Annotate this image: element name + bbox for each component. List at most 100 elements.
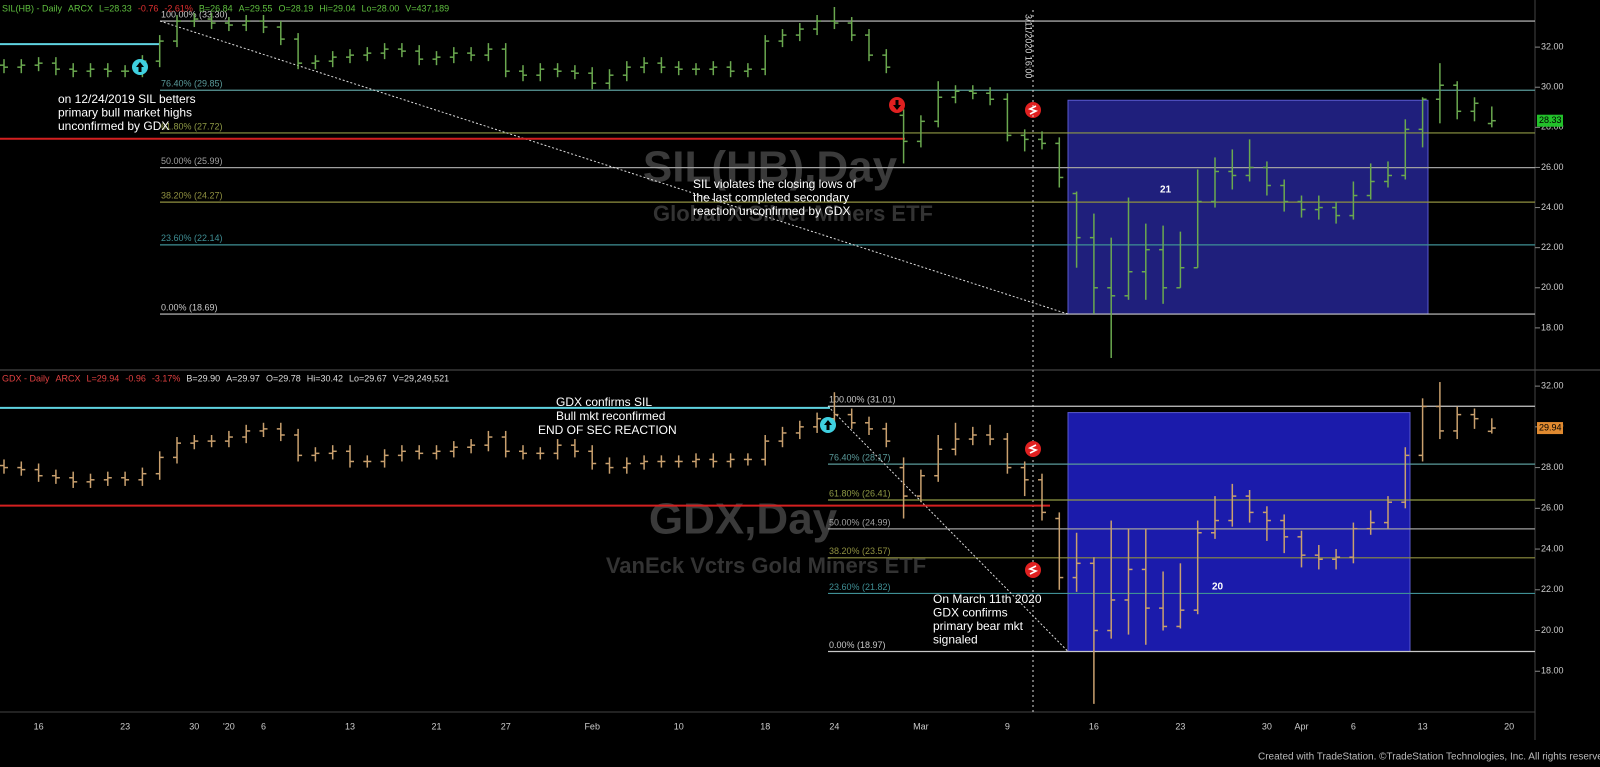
fib-label: 23.60% (21.82) bbox=[829, 582, 891, 592]
fib-label: 61.80% (26.41) bbox=[829, 488, 891, 498]
trend-line bbox=[827, 405, 1069, 652]
last-price-label: 28.33 bbox=[1539, 115, 1562, 125]
fib-label: 100.00% (31.01) bbox=[829, 395, 896, 405]
x-tick-label: Mar bbox=[913, 721, 929, 731]
header-item: -0.96 bbox=[125, 373, 146, 383]
x-tick-label: 30 bbox=[1262, 721, 1272, 731]
fib-label: 50.00% (24.99) bbox=[829, 517, 891, 527]
header-item: V=437,189 bbox=[405, 3, 449, 13]
cursor-label: 3/11/2020 16:00 bbox=[1024, 14, 1034, 78]
marker-arrow bbox=[136, 62, 144, 72]
y-tick-label: 32.00 bbox=[1541, 41, 1564, 51]
y-tick-label: 26.00 bbox=[1541, 503, 1564, 513]
x-tick-label: 13 bbox=[1418, 721, 1428, 731]
x-tick-label: 27 bbox=[501, 721, 511, 731]
fib-label: 61.80% (27.72) bbox=[161, 121, 223, 131]
x-tick-label: 13 bbox=[345, 721, 355, 731]
header-item: Lo=29.67 bbox=[349, 373, 387, 383]
annotation: reaction unconfirmed by GDX bbox=[693, 204, 850, 218]
fib-label: 76.40% (28.17) bbox=[829, 452, 891, 462]
x-tick-label: 21 bbox=[431, 721, 441, 731]
y-tick-label: 22.00 bbox=[1541, 242, 1564, 252]
header-item: A=29.97 bbox=[226, 373, 260, 383]
header-item: B=29.90 bbox=[186, 373, 220, 383]
last-price-label: 29.94 bbox=[1539, 422, 1562, 432]
x-tick-label: 23 bbox=[120, 721, 130, 731]
header-item: V=29,249,521 bbox=[393, 373, 449, 383]
marker-arrow bbox=[824, 420, 832, 430]
annotation: END OF SEC REACTION bbox=[538, 423, 677, 437]
header-item: O=29.78 bbox=[266, 373, 301, 383]
y-tick-label: 24.00 bbox=[1541, 202, 1564, 212]
x-tick-label: 20 bbox=[1504, 721, 1514, 731]
header-item: Hi=30.42 bbox=[307, 373, 343, 383]
x-tick-label: 23 bbox=[1175, 721, 1185, 731]
panel: GDX,Day VanEck Vctrs Gold Miners ETF 20 100… bbox=[0, 373, 1564, 704]
y-tick-label: 20.00 bbox=[1541, 625, 1564, 635]
fib-label: 38.20% (24.27) bbox=[161, 191, 223, 201]
x-tick-label: Apr bbox=[1294, 721, 1308, 731]
header-item: ARCX bbox=[56, 373, 81, 383]
x-tick-label: 18 bbox=[760, 721, 770, 731]
y-tick-label: 18.00 bbox=[1541, 322, 1564, 332]
annotation: primary bull market highs bbox=[58, 106, 192, 120]
y-tick-label: 20.00 bbox=[1541, 282, 1564, 292]
y-tick-label: 18.00 bbox=[1541, 666, 1564, 676]
y-tick-label: 22.00 bbox=[1541, 584, 1564, 594]
y-tick-label: 26.00 bbox=[1541, 162, 1564, 172]
annotation: primary bear mkt bbox=[933, 619, 1024, 633]
fib-label: 76.40% (29.85) bbox=[161, 79, 223, 89]
fib-label: 0.00% (18.97) bbox=[829, 640, 886, 650]
marker-symbol bbox=[1027, 444, 1039, 454]
fib-label: 38.20% (23.57) bbox=[829, 546, 891, 556]
box-count: 21 bbox=[1160, 185, 1172, 196]
x-tick-label: '20 bbox=[223, 721, 235, 731]
x-tick-label: 6 bbox=[1351, 721, 1356, 731]
y-tick-label: 32.00 bbox=[1541, 380, 1564, 390]
header-item: L=28.33 bbox=[99, 3, 132, 13]
header-item: SIL(HB) - Daily bbox=[2, 3, 63, 13]
header-item: GDX - Daily bbox=[2, 373, 50, 383]
fib-label: 50.00% (25.99) bbox=[161, 156, 223, 166]
fib-label: 0.00% (18.69) bbox=[161, 302, 218, 312]
annotation: GDX confirms SIL bbox=[556, 395, 652, 409]
y-tick-label: 30.00 bbox=[1541, 82, 1564, 92]
header-item: -2.61% bbox=[164, 3, 193, 13]
annotation: on 12/24/2019 SIL betters bbox=[58, 92, 196, 106]
watermark-title: GDX,Day bbox=[649, 495, 838, 544]
header-item: O=28.19 bbox=[278, 3, 313, 13]
annotation: SIL violates the closing lows of bbox=[693, 177, 857, 191]
x-tick-label: 16 bbox=[1089, 721, 1099, 731]
annotation: Bull mkt reconfirmed bbox=[556, 409, 665, 423]
x-tick-label: 24 bbox=[829, 721, 839, 731]
x-tick-label: 6 bbox=[261, 721, 266, 731]
header-item: Lo=28.00 bbox=[362, 3, 400, 13]
annotation: the last completed secondary bbox=[693, 191, 849, 205]
x-tick-label: 10 bbox=[674, 721, 684, 731]
header-item: Hi=29.04 bbox=[319, 3, 355, 13]
annotation: signaled bbox=[933, 633, 978, 647]
header-item: -3.17% bbox=[152, 373, 181, 383]
header-item: ARCX bbox=[68, 3, 93, 13]
last-price-box bbox=[1537, 422, 1563, 435]
x-tick-label: 9 bbox=[1005, 721, 1010, 731]
range-box bbox=[1067, 412, 1411, 653]
fib-label: 23.60% (22.14) bbox=[161, 233, 223, 243]
watermark-subtitle: VanEck Vctrs Gold Miners ETF bbox=[606, 553, 926, 578]
annotation: unconfirmed by GDX bbox=[58, 119, 169, 133]
y-tick-label: 28.00 bbox=[1541, 462, 1564, 472]
header-item: B=26.84 bbox=[199, 3, 233, 13]
header-item: L=29.94 bbox=[87, 373, 120, 383]
trend-line bbox=[159, 20, 1069, 315]
annotation: GDX confirms bbox=[933, 606, 1008, 620]
watermark-subtitle: Global X Silver Miners ETF bbox=[653, 201, 933, 226]
x-tick-label: 16 bbox=[34, 721, 44, 731]
header-item: -0.76 bbox=[138, 3, 159, 13]
marker-symbol bbox=[1027, 565, 1039, 575]
x-tick-label: 30 bbox=[189, 721, 199, 731]
x-tick-label: Feb bbox=[584, 721, 600, 731]
header-item: A=29.55 bbox=[239, 3, 273, 13]
